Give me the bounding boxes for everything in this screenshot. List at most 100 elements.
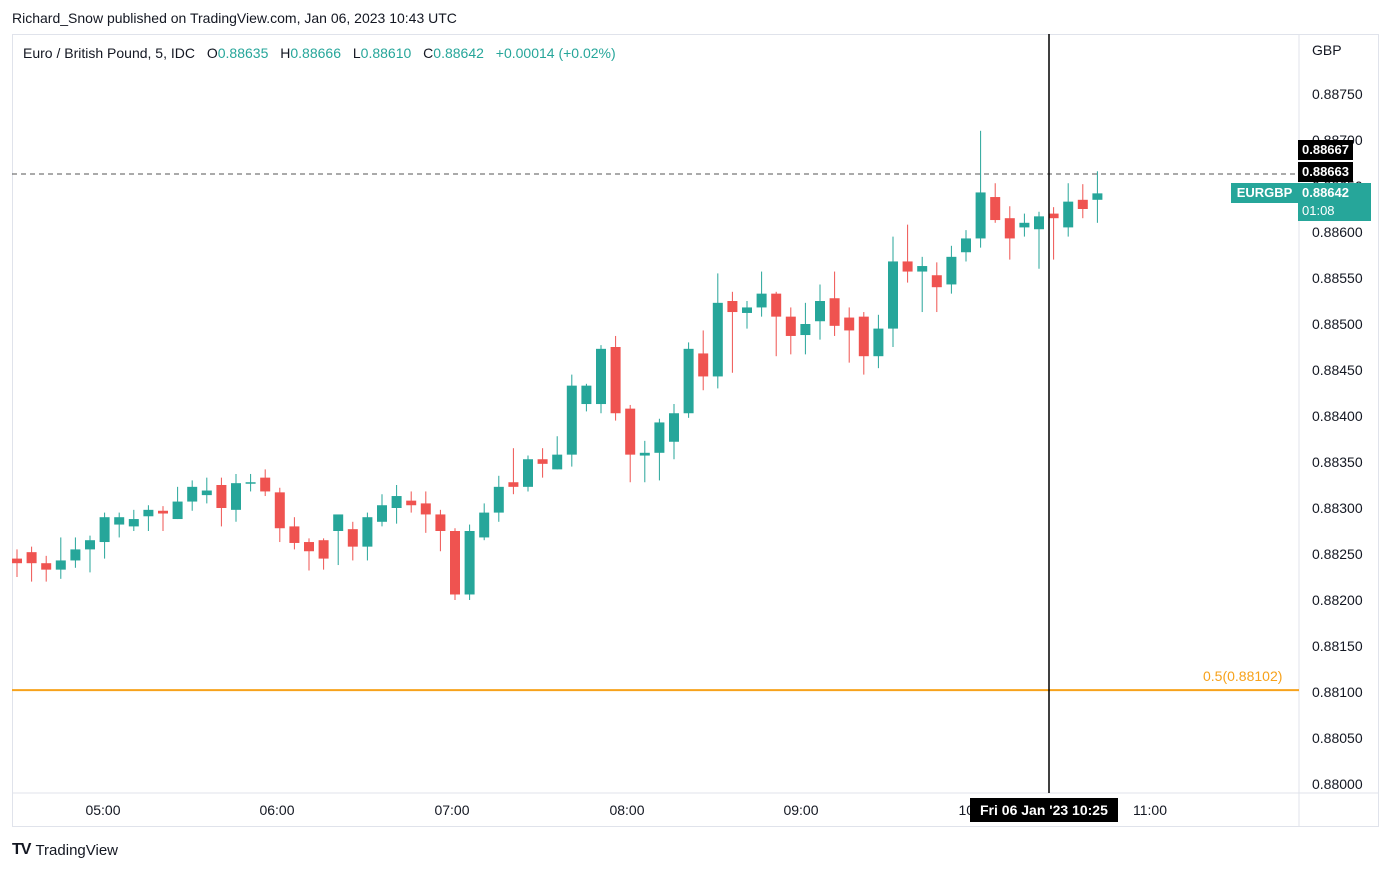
- candle-body: [420, 503, 431, 515]
- open-value: 0.88635: [217, 45, 269, 61]
- candle-body: [1019, 222, 1030, 228]
- high-price-tag-top: 0.88667: [1298, 140, 1353, 160]
- candle-body: [201, 490, 212, 496]
- price-tick-label: 0.88450: [1312, 362, 1363, 378]
- candle-body: [552, 454, 563, 470]
- candle-body: [683, 348, 694, 414]
- price-tick-label: 0.88050: [1312, 730, 1363, 746]
- candle-body: [114, 517, 125, 525]
- candle-body: [1004, 218, 1015, 239]
- price-tick-label: 0.88150: [1312, 638, 1363, 654]
- current-price-tag: 0.88642 01:08: [1298, 183, 1371, 221]
- candle-body: [362, 517, 373, 547]
- close-value: 0.88642: [433, 45, 484, 61]
- price-tick-label: 0.88200: [1312, 592, 1363, 608]
- candle-body: [406, 500, 417, 506]
- candle-body: [888, 261, 898, 329]
- candle-body: [654, 422, 665, 453]
- time-tick-label: 05:00: [85, 802, 120, 818]
- candle-body: [800, 324, 811, 336]
- candle-body: [128, 519, 139, 527]
- brand-name: TradingView: [35, 841, 118, 859]
- bar-countdown: 01:08: [1302, 203, 1335, 218]
- chart-frame[interactable]: [12, 34, 1379, 827]
- candle-body: [785, 316, 796, 336]
- price-tick-label: 0.88550: [1312, 270, 1363, 286]
- candle-body: [260, 477, 271, 492]
- fib-level-label: 0.5(0.88102): [1203, 668, 1283, 684]
- candle-body: [639, 452, 650, 456]
- candle-body: [41, 563, 52, 570]
- price-tick-label: 0.88750: [1312, 86, 1363, 102]
- candle-body: [523, 459, 533, 487]
- candle-body: [85, 540, 95, 550]
- tradingview-brand[interactable]: TV TradingView: [12, 841, 118, 859]
- candle-body: [727, 301, 738, 313]
- change-value: +0.00014 (+0.02%): [495, 45, 616, 61]
- time-tick-label: 09:00: [783, 802, 818, 818]
- ohlc-legend: Euro / British Pound, 5, IDC O0.88635 H 0…: [23, 45, 616, 61]
- close-label: C: [423, 45, 434, 61]
- candle-body: [318, 540, 329, 559]
- time-tick-label: 08:00: [609, 802, 644, 818]
- price-tick-label: 0.88100: [1312, 684, 1363, 700]
- candle-body: [581, 385, 592, 405]
- low-label: L: [352, 45, 361, 61]
- candle-body: [961, 238, 971, 253]
- price-tick-label: 0.88500: [1312, 316, 1363, 332]
- candle-body: [975, 192, 986, 239]
- candle-body: [858, 316, 869, 357]
- candle-body: [669, 413, 679, 442]
- candle-body: [508, 482, 519, 487]
- high-price-tag: 0.88663: [1298, 162, 1353, 182]
- candle-body: [596, 348, 606, 405]
- candle-body: [289, 526, 300, 543]
- candle-body: [187, 486, 198, 502]
- candle-body: [829, 298, 840, 326]
- price-tick-label: 0.88350: [1312, 454, 1363, 470]
- low-value: 0.88610: [360, 45, 412, 61]
- candle-body: [479, 512, 490, 538]
- candle-body: [450, 531, 460, 595]
- candle-body: [756, 293, 767, 308]
- candle-body: [1034, 216, 1044, 230]
- candle-body: [333, 514, 344, 531]
- candle-body: [1077, 199, 1088, 209]
- candle-body: [1092, 193, 1103, 200]
- tradingview-logo-icon: TV: [12, 841, 31, 858]
- publish-caption: Richard_Snow published on TradingView.co…: [12, 10, 457, 26]
- price-tick-label: 0.88600: [1312, 224, 1363, 240]
- candle-body: [12, 558, 22, 564]
- candle-body: [435, 514, 446, 531]
- open-label: O: [206, 45, 218, 61]
- candle-body: [377, 505, 387, 522]
- candles-group: [12, 130, 1103, 600]
- candle-body: [712, 302, 723, 377]
- candle-body: [172, 501, 183, 520]
- time-tick-label: 06:00: [259, 802, 294, 818]
- candle-body: [815, 301, 825, 322]
- candle-body: [537, 459, 548, 464]
- high-label: H: [280, 45, 291, 61]
- candle-body: [464, 531, 475, 595]
- symbol-description: Euro / British Pound, 5, IDC: [23, 45, 195, 61]
- candle-body: [391, 496, 402, 508]
- current-price-value: 0.88642: [1302, 185, 1349, 200]
- candle-body: [493, 486, 504, 513]
- candle-body: [55, 560, 66, 570]
- candle-body: [742, 307, 752, 313]
- price-tick-label: 0.88400: [1312, 408, 1363, 424]
- candle-body: [1063, 201, 1074, 228]
- candle-body: [1048, 213, 1059, 219]
- crosshair-time-label: Fri 06 Jan '23 10:25: [970, 798, 1118, 822]
- candle-body: [274, 492, 285, 529]
- candle-body: [158, 510, 168, 514]
- symbol-price-tag: EURGBP: [1231, 183, 1298, 203]
- candle-body: [304, 542, 314, 552]
- candle-body: [946, 256, 957, 285]
- candle-body: [70, 549, 81, 561]
- candle-body: [931, 275, 942, 288]
- price-tick-label: 0.88300: [1312, 500, 1363, 516]
- candle-body: [873, 328, 884, 357]
